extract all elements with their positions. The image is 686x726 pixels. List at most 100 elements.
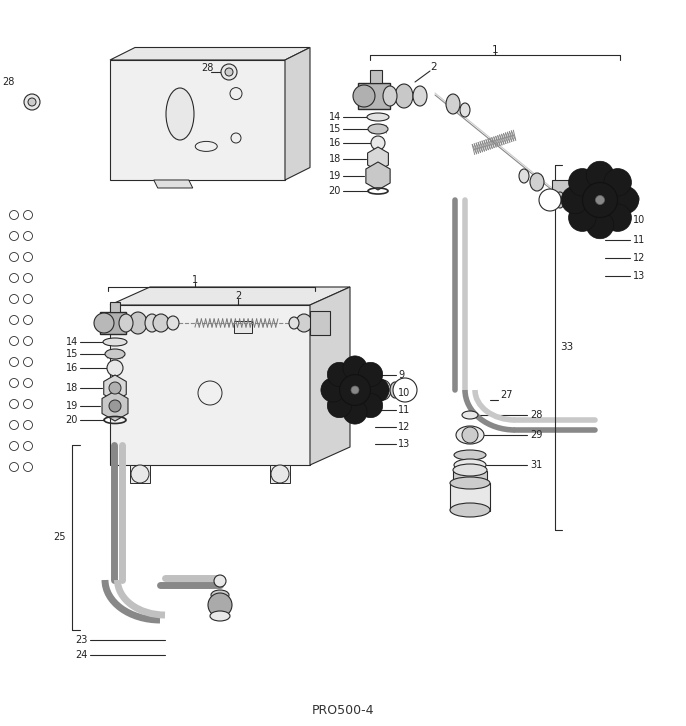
- Polygon shape: [358, 83, 390, 109]
- Ellipse shape: [460, 103, 470, 117]
- Circle shape: [327, 362, 351, 386]
- Polygon shape: [110, 305, 310, 465]
- Ellipse shape: [167, 316, 179, 330]
- Ellipse shape: [166, 88, 194, 140]
- Text: 20: 20: [66, 415, 78, 425]
- Text: 18: 18: [66, 383, 78, 393]
- Ellipse shape: [367, 113, 389, 121]
- Circle shape: [225, 68, 233, 76]
- Ellipse shape: [105, 349, 125, 359]
- Circle shape: [94, 313, 114, 333]
- Text: 31: 31: [530, 460, 542, 470]
- Bar: [270, 465, 290, 483]
- Bar: [450, 483, 490, 511]
- Circle shape: [587, 161, 614, 189]
- Circle shape: [365, 378, 389, 402]
- Bar: [552, 180, 570, 200]
- Ellipse shape: [375, 380, 391, 400]
- Text: 19: 19: [329, 171, 341, 181]
- Ellipse shape: [446, 94, 460, 114]
- Text: 12: 12: [398, 422, 410, 432]
- Text: 12: 12: [633, 253, 646, 263]
- Polygon shape: [366, 162, 390, 190]
- Ellipse shape: [383, 86, 397, 106]
- Text: PRO500-4: PRO500-4: [311, 704, 375, 717]
- Ellipse shape: [119, 314, 133, 332]
- Ellipse shape: [211, 590, 229, 600]
- Ellipse shape: [565, 190, 579, 210]
- Circle shape: [107, 360, 123, 376]
- Bar: [310, 311, 330, 335]
- Text: 9: 9: [398, 370, 404, 380]
- Text: 10: 10: [398, 388, 410, 398]
- Text: 24: 24: [75, 650, 88, 660]
- Ellipse shape: [450, 477, 490, 489]
- Circle shape: [393, 378, 417, 402]
- Circle shape: [321, 378, 345, 402]
- Circle shape: [221, 64, 237, 80]
- Text: 14: 14: [66, 337, 78, 347]
- Ellipse shape: [456, 426, 484, 444]
- Ellipse shape: [395, 84, 413, 108]
- Ellipse shape: [462, 411, 478, 419]
- Polygon shape: [110, 47, 310, 60]
- Circle shape: [131, 465, 149, 483]
- Polygon shape: [154, 180, 193, 188]
- Ellipse shape: [368, 124, 388, 134]
- Circle shape: [271, 465, 289, 483]
- Polygon shape: [104, 375, 126, 401]
- Polygon shape: [310, 287, 350, 465]
- Circle shape: [351, 386, 359, 394]
- Circle shape: [569, 204, 596, 232]
- Circle shape: [343, 400, 367, 424]
- Text: 23: 23: [75, 635, 88, 645]
- Text: 33: 33: [560, 342, 573, 352]
- Circle shape: [340, 375, 370, 405]
- Ellipse shape: [555, 192, 565, 208]
- Ellipse shape: [129, 312, 147, 334]
- Text: 11: 11: [398, 405, 410, 415]
- Text: 1: 1: [492, 45, 498, 55]
- Text: 9: 9: [633, 195, 639, 205]
- Ellipse shape: [530, 173, 544, 191]
- Circle shape: [24, 94, 40, 110]
- Circle shape: [561, 187, 589, 213]
- Text: 11: 11: [633, 235, 646, 245]
- Bar: [234, 321, 252, 333]
- Text: 2: 2: [430, 62, 436, 72]
- Circle shape: [208, 593, 232, 617]
- Ellipse shape: [454, 450, 486, 460]
- Circle shape: [611, 187, 639, 213]
- Text: 28: 28: [201, 63, 213, 73]
- Text: 15: 15: [66, 349, 78, 359]
- Text: 13: 13: [633, 271, 646, 281]
- Text: 29: 29: [530, 430, 543, 440]
- Circle shape: [28, 98, 36, 106]
- Ellipse shape: [289, 317, 299, 329]
- Polygon shape: [102, 391, 128, 421]
- Text: 19: 19: [66, 401, 78, 411]
- Text: 16: 16: [66, 363, 78, 373]
- Ellipse shape: [103, 338, 127, 346]
- Circle shape: [109, 400, 121, 412]
- Text: 27: 27: [500, 390, 512, 400]
- Circle shape: [569, 168, 596, 196]
- Polygon shape: [370, 70, 382, 83]
- Circle shape: [371, 136, 385, 150]
- Circle shape: [604, 168, 631, 196]
- Text: 10: 10: [633, 215, 646, 225]
- Text: 13: 13: [398, 439, 410, 449]
- Polygon shape: [110, 287, 350, 305]
- Polygon shape: [110, 302, 120, 312]
- Polygon shape: [285, 47, 310, 180]
- Ellipse shape: [450, 503, 490, 517]
- Text: 2: 2: [235, 291, 241, 301]
- Text: 20: 20: [329, 186, 341, 196]
- Circle shape: [109, 382, 121, 394]
- Text: 28: 28: [2, 77, 14, 87]
- Circle shape: [214, 575, 226, 587]
- Circle shape: [595, 195, 604, 205]
- Ellipse shape: [519, 169, 529, 183]
- Circle shape: [582, 182, 617, 218]
- Ellipse shape: [296, 314, 312, 332]
